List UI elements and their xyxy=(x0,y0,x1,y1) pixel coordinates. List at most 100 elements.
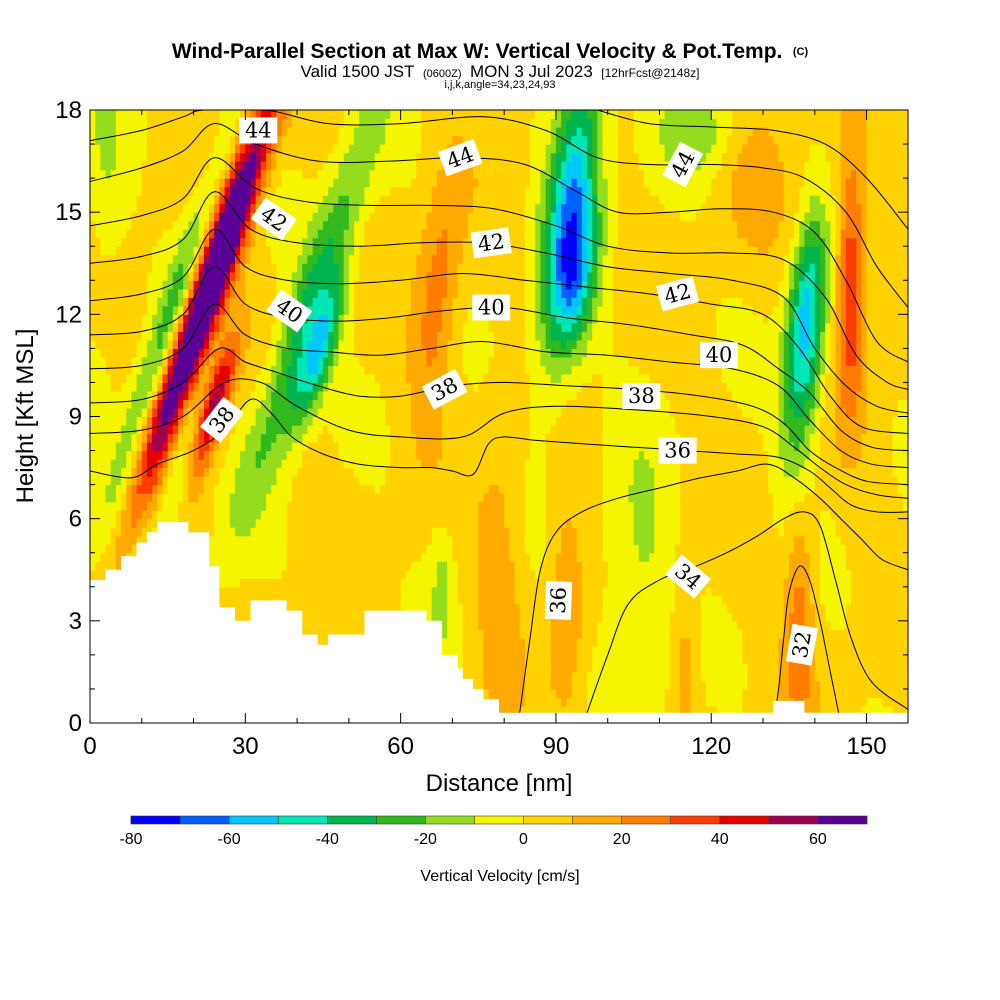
velocity-cell xyxy=(333,629,340,639)
velocity-cell xyxy=(374,195,381,205)
velocity-cell xyxy=(390,152,397,162)
velocity-cell xyxy=(115,552,122,562)
velocity-cell xyxy=(193,203,200,213)
velocity-cell xyxy=(219,212,226,222)
velocity-cell xyxy=(266,442,272,452)
velocity-cell xyxy=(369,186,376,196)
velocity-cell xyxy=(359,459,365,469)
velocity-cell xyxy=(131,331,138,341)
velocity-cell xyxy=(131,254,138,264)
velocity-cell xyxy=(266,467,272,477)
velocity-cell xyxy=(317,195,324,205)
velocity-cell xyxy=(379,407,386,418)
velocity-cell xyxy=(442,254,448,264)
velocity-cell xyxy=(312,416,319,426)
velocity-cell xyxy=(348,433,355,443)
velocity-cell xyxy=(224,263,231,273)
velocity-cell xyxy=(276,144,283,154)
velocity-cell xyxy=(121,535,127,545)
velocity-cell xyxy=(105,484,112,494)
velocity-cell xyxy=(167,271,174,281)
velocity-cell xyxy=(385,195,391,205)
velocity-cell xyxy=(214,246,221,256)
velocity-cell xyxy=(276,535,283,545)
velocity-cell xyxy=(328,501,334,511)
velocity-cell xyxy=(400,152,407,162)
velocity-cell xyxy=(240,510,246,520)
velocity-cell xyxy=(322,212,329,222)
velocity-cell xyxy=(240,331,246,341)
velocity-cell xyxy=(229,110,236,120)
velocity-cell xyxy=(126,186,133,196)
velocity-cell xyxy=(405,442,412,452)
velocity-cell xyxy=(276,476,283,486)
velocity-cell xyxy=(379,118,386,128)
velocity-cell xyxy=(317,544,324,554)
velocity-cell xyxy=(245,510,252,520)
velocity-cell xyxy=(146,178,153,188)
velocity-cell xyxy=(260,322,267,332)
velocity-cell xyxy=(167,212,174,222)
velocity-cell xyxy=(110,305,117,315)
velocity-cell xyxy=(162,280,169,290)
velocity-cell xyxy=(307,212,314,222)
velocity-cell xyxy=(266,254,272,264)
velocity-cell xyxy=(115,254,122,264)
velocity-cell xyxy=(214,399,221,409)
velocity-cell xyxy=(276,586,283,596)
velocity-cell xyxy=(364,169,371,179)
velocity-cell xyxy=(245,280,252,290)
velocity-cell xyxy=(162,348,169,358)
velocity-cell xyxy=(426,586,433,596)
velocity-cell xyxy=(333,169,340,179)
velocity-cell xyxy=(209,254,215,264)
velocity-cell xyxy=(188,382,195,392)
velocity-cell xyxy=(322,280,329,290)
velocity-cell xyxy=(224,595,231,605)
velocity-cell xyxy=(286,603,293,613)
velocity-cell xyxy=(141,407,148,418)
velocity-cell xyxy=(379,510,386,520)
velocity-cell xyxy=(436,569,443,579)
velocity-cell xyxy=(390,110,397,120)
velocity-cell xyxy=(95,212,101,222)
velocity-cell xyxy=(343,339,350,349)
velocity-cell xyxy=(214,135,221,145)
velocity-cell xyxy=(297,339,303,349)
velocity-cell xyxy=(219,459,226,469)
velocity-cell xyxy=(431,178,438,188)
velocity-cell xyxy=(167,288,174,298)
velocity-cell xyxy=(426,510,433,520)
velocity-cell xyxy=(157,237,164,247)
velocity-cell xyxy=(416,118,422,128)
velocity-cell xyxy=(317,365,324,375)
velocity-cell xyxy=(317,620,324,630)
velocity-cell xyxy=(385,297,391,307)
velocity-cell xyxy=(426,314,433,324)
velocity-cell xyxy=(198,237,205,247)
velocity-cell xyxy=(302,263,309,273)
velocity-cell xyxy=(426,603,433,613)
velocity-cell xyxy=(229,433,236,443)
velocity-cell xyxy=(286,356,293,367)
velocity-cell xyxy=(359,135,365,145)
velocity-cell xyxy=(379,127,386,137)
velocity-cell xyxy=(121,195,127,205)
velocity-cell xyxy=(374,178,381,188)
velocity-cell xyxy=(209,356,215,367)
velocity-cell xyxy=(302,442,309,452)
velocity-cell xyxy=(255,331,262,341)
velocity-cell xyxy=(146,254,153,264)
velocity-cell xyxy=(364,314,371,324)
velocity-cell xyxy=(405,535,412,545)
velocity-cell xyxy=(338,459,345,469)
velocity-cell xyxy=(183,331,189,341)
velocity-cell xyxy=(183,118,189,128)
velocity-cell xyxy=(178,484,184,494)
velocity-cell xyxy=(131,484,138,494)
velocity-cell xyxy=(281,501,288,511)
velocity-cell xyxy=(333,314,340,324)
velocity-cell xyxy=(214,305,221,315)
velocity-cell xyxy=(410,178,417,188)
velocity-cell xyxy=(364,288,371,298)
